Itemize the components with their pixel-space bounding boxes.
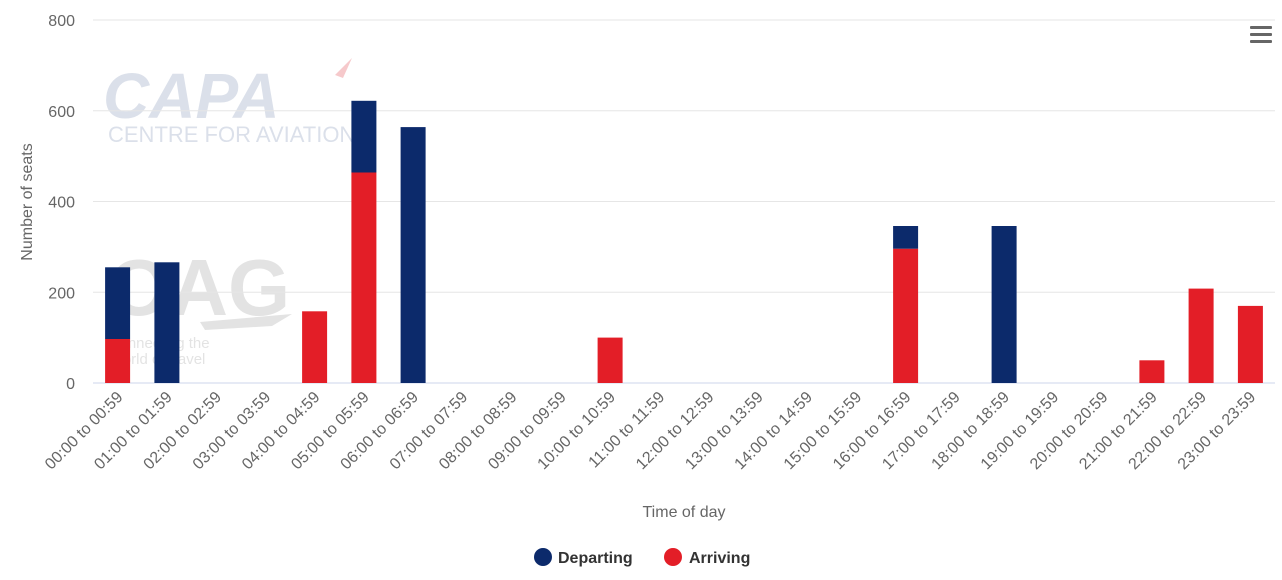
legend-marker-departing: [534, 548, 552, 566]
gridlines: [93, 19, 1275, 384]
legend-label-arriving: Arriving: [689, 550, 750, 567]
bar-departing-0[interactable]: [105, 267, 131, 339]
y-axis-ticks: 0 200 400 600 800: [48, 13, 75, 393]
oag-plane-icon: [200, 314, 292, 330]
legend-item-arriving[interactable]: Arriving: [664, 548, 750, 567]
bar-arriving-21[interactable]: [1139, 360, 1165, 383]
capa-subtitle: CENTRE FOR AVIATION: [108, 122, 355, 147]
oag-watermark: OAG connecting the world of travel: [108, 243, 292, 368]
bar-arriving-4[interactable]: [302, 311, 328, 383]
bar-departing-18[interactable]: [991, 226, 1017, 383]
oag-logo-text: OAG: [108, 243, 290, 332]
bar-arriving-0[interactable]: [105, 339, 131, 383]
legend: Departing Arriving: [534, 548, 750, 567]
bar-departing-5[interactable]: [351, 100, 377, 173]
y-tick-label: 200: [48, 285, 75, 302]
capa-logo-text: CAPA: [103, 60, 280, 132]
bar-departing-6[interactable]: [400, 127, 426, 383]
capa-watermark: CAPA CENTRE FOR AVIATION: [103, 58, 355, 147]
bar-arriving-23[interactable]: [1237, 305, 1263, 383]
legend-label-departing: Departing: [558, 550, 633, 567]
hamburger-menu-icon[interactable]: [1250, 26, 1272, 43]
y-axis-title: Number of seats: [19, 143, 36, 260]
y-tick-label: 0: [66, 376, 75, 393]
legend-item-departing[interactable]: Departing: [534, 548, 633, 567]
bar-arriving-22[interactable]: [1188, 288, 1214, 383]
bar-departing-16[interactable]: [893, 226, 919, 249]
y-tick-label: 800: [48, 13, 75, 30]
y-tick-label: 400: [48, 195, 75, 212]
bar-arriving-5[interactable]: [351, 172, 377, 384]
y-tick-label: 600: [48, 104, 75, 121]
bar-departing-1[interactable]: [154, 262, 180, 383]
bar-arriving-10[interactable]: [597, 337, 623, 383]
capa-swoosh-icon: [335, 58, 352, 78]
bars: [105, 100, 1263, 384]
bar-arriving-16[interactable]: [893, 248, 919, 383]
x-axis-title: Time of day: [643, 504, 726, 521]
legend-marker-arriving: [664, 548, 682, 566]
